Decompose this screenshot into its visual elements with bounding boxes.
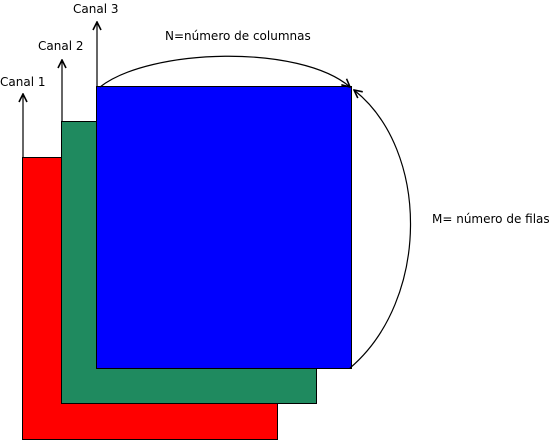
channel-3-label: Canal 3 [73, 2, 118, 16]
columns-arc-arrow [99, 55, 350, 87]
rows-label: M= número de filas [432, 212, 550, 226]
rows-arc-arrow [349, 90, 412, 369]
channel-3-matrix [96, 86, 352, 369]
columns-label: N=número de columnas [165, 29, 311, 43]
channel-1-label: Canal 1 [0, 75, 45, 89]
channel-2-label: Canal 2 [38, 39, 83, 53]
